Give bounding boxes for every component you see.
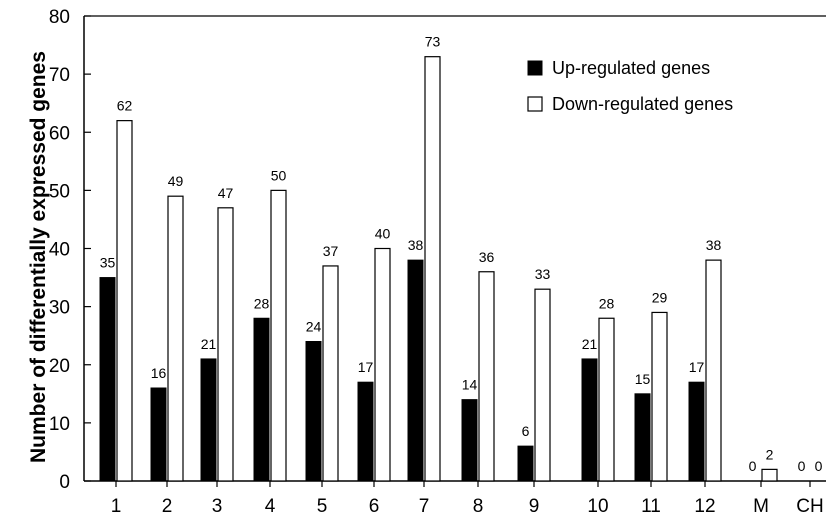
bar-down-regulated	[424, 56, 441, 482]
bar-down-regulated	[374, 247, 391, 482]
data-label-down-regulated: 49	[168, 173, 184, 189]
y-tick-label: 0	[59, 472, 70, 493]
data-label-down-regulated: 50	[271, 167, 287, 183]
data-label-up-regulated: 24	[306, 319, 322, 335]
y-tick-label: 70	[49, 65, 70, 86]
data-label-up-regulated: 28	[254, 295, 270, 311]
bar-down-regulated	[651, 311, 668, 482]
data-label-up-regulated: 16	[151, 365, 167, 381]
legend: Up-regulated genes Down-regulated genes	[527, 58, 733, 114]
data-label-down-regulated: 29	[652, 289, 668, 305]
data-label-down-regulated: 73	[425, 34, 441, 50]
bar-up-regulated	[200, 358, 217, 482]
bar-up-regulated	[150, 387, 167, 482]
data-label-up-regulated: 21	[582, 336, 598, 352]
x-tick-label: 12	[694, 496, 715, 517]
x-tick-label: 6	[369, 496, 380, 517]
x-tick-label: CH	[796, 496, 823, 517]
y-tick-label: 80	[49, 7, 70, 28]
bar-up-regulated	[688, 381, 705, 482]
x-tick-label: 4	[265, 496, 276, 517]
bar-up-regulated	[253, 317, 270, 482]
legend-label-down-regulated: Down-regulated genes	[552, 94, 733, 114]
x-tick-label: 3	[212, 496, 223, 517]
data-label-up-regulated: 14	[462, 377, 478, 393]
y-tick-label: 50	[49, 181, 70, 202]
y-tick-label: 40	[49, 240, 70, 261]
bar-up-regulated	[99, 277, 116, 482]
data-label-up-regulated: 38	[408, 237, 424, 253]
data-label-down-regulated: 47	[218, 185, 234, 201]
x-tick-label: 9	[529, 496, 540, 517]
data-label-up-regulated: 17	[358, 359, 374, 375]
bar-up-regulated	[357, 381, 374, 482]
x-tick-label: 8	[473, 496, 484, 517]
x-tick-label: 10	[587, 496, 608, 517]
data-label-down-regulated: 28	[599, 295, 615, 311]
y-tick-label: 30	[49, 298, 70, 319]
bar-down-regulated	[322, 265, 339, 482]
data-label-down-regulated: 0	[815, 458, 823, 474]
x-tick-label: 11	[641, 496, 661, 517]
x-tick-label: 7	[419, 496, 430, 517]
x-tick-label: 1	[111, 496, 122, 517]
bars	[99, 56, 778, 482]
data-label-down-regulated: 36	[479, 249, 495, 265]
data-label-up-regulated: 0	[749, 458, 757, 474]
bar-up-regulated	[517, 445, 534, 482]
x-tick-label: 2	[162, 496, 173, 517]
data-labels: 35 62 16 49 21 47 28 50 24 37 17 40 38 73 14 36 6 33 21 28 1…	[100, 34, 823, 474]
data-label-down-regulated: 38	[706, 237, 722, 253]
data-label-down-regulated: 2	[766, 446, 774, 462]
y-tick-label: 60	[49, 123, 70, 144]
x-tick-label: M	[753, 496, 769, 517]
bar-down-regulated	[705, 259, 722, 482]
bar-up-regulated	[634, 393, 651, 482]
bar-up-regulated	[407, 259, 424, 482]
bar-up-regulated	[581, 358, 598, 482]
data-label-down-regulated: 62	[117, 98, 133, 114]
bar-up-regulated	[305, 341, 322, 482]
bar-down-regulated	[116, 120, 133, 482]
legend-label-up-regulated: Up-regulated genes	[552, 58, 710, 78]
bar-down-regulated	[478, 271, 495, 482]
y-tick-label: 10	[49, 414, 70, 435]
bar-up-regulated	[461, 399, 478, 482]
data-label-up-regulated: 17	[689, 359, 705, 375]
bar-down-regulated	[167, 195, 184, 482]
bar-down-regulated	[270, 189, 287, 482]
data-label-up-regulated: 0	[798, 458, 806, 474]
legend-swatch-down-regulated	[527, 96, 543, 112]
x-tick-label: 5	[317, 496, 328, 517]
data-label-up-regulated: 6	[522, 423, 530, 439]
y-tick-label: 20	[49, 356, 70, 377]
data-label-up-regulated: 15	[635, 371, 651, 387]
data-label-down-regulated: 37	[323, 243, 339, 259]
data-label-up-regulated: 21	[201, 336, 217, 352]
bar-down-regulated	[534, 288, 551, 482]
data-label-down-regulated: 33	[535, 266, 551, 282]
bar-down-regulated	[217, 207, 234, 482]
data-label-up-regulated: 35	[100, 255, 116, 271]
legend-swatch-up-regulated	[527, 60, 543, 76]
data-label-down-regulated: 40	[375, 226, 391, 242]
bar-down-regulated	[761, 468, 778, 482]
bar-down-regulated	[598, 317, 615, 482]
y-axis-label: Number of differentially expressed genes	[27, 51, 50, 463]
